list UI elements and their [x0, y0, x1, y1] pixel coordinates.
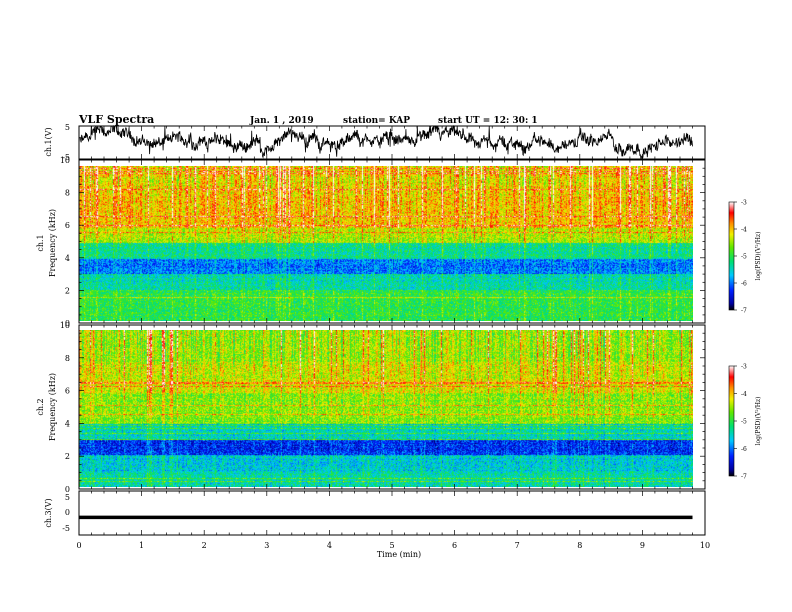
figure-title: VLF Spectra	[78, 113, 154, 126]
colorbar-tick-label: -5	[741, 419, 747, 426]
ch1-waveform-ylabel: ch.1(V)	[44, 127, 53, 156]
y-tick-label: 4	[65, 419, 70, 428]
ch2-spectrogram-image	[79, 330, 693, 487]
ch3-waveform-panel: 5 0 -5 ch.3(V)	[44, 490, 706, 536]
y-tick-label: 8	[65, 189, 70, 198]
x-tick-label: 2	[202, 541, 207, 550]
ch3-ytick-middle: 0	[65, 508, 70, 517]
colorbar-tick-label: -7	[741, 474, 747, 481]
ch2-colorbar-label: log(PSD)(V²/Hz)	[755, 397, 762, 446]
station-label: station= KAP	[343, 116, 410, 126]
y-tick-label: 0	[65, 319, 70, 328]
y-tick-label: 10	[60, 156, 70, 165]
ch3-waveform-ylabel: ch.3(V)	[44, 498, 53, 527]
y-tick-label: 2	[65, 286, 70, 295]
y-tick-label: 6	[65, 221, 70, 230]
date-label: Jan. 1 , 2019	[249, 116, 314, 126]
ch1-spectrogram-ylabel-frequency: Frequency (kHz)	[48, 209, 57, 277]
x-tick-label: 1	[139, 541, 144, 550]
x-axis-tick-labels: 0 1 2 3 4 5 6 7 8 9 10	[76, 541, 710, 550]
x-tick-label: 5	[389, 541, 394, 550]
ch2-spectrogram-ylabel-frequency: Frequency (kHz)	[48, 373, 57, 441]
ch3-ytick-top: 5	[65, 493, 70, 502]
colorbar-tick-label: -4	[741, 227, 747, 234]
ch1-waveform-line	[78, 124, 693, 161]
x-axis-label: Time (min)	[377, 550, 421, 559]
y-tick-label: 6	[65, 387, 70, 396]
colorbar-tick-label: -6	[741, 281, 747, 288]
ch2-colorbar: -3 -4 -5 -6 -7 log(PSD)(V²/Hz)	[728, 364, 762, 481]
y-tick-label: 8	[65, 354, 70, 363]
x-tick-label: 9	[640, 541, 645, 550]
colorbar-tick-label: -3	[741, 200, 747, 207]
ch1-colorbar-label: log(PSD)(V²/Hz)	[755, 232, 762, 281]
colorbar-tick-label: -7	[741, 308, 747, 315]
ch1-ytick-bottom: -5	[62, 153, 70, 162]
ch3-ytick-bottom: -5	[62, 524, 70, 533]
ch2-spectrogram-panel: 0 2 4 6 8 10 ch.2 Frequency (kHz)	[36, 321, 706, 494]
ch2-colorbar-gradient	[729, 366, 734, 476]
x-tick-label: 8	[577, 541, 582, 550]
y-tick-label: 4	[65, 254, 70, 263]
y-tick-label: 10	[60, 321, 70, 330]
ch1-waveform-panel: 5 -5 ch.1(V)	[44, 123, 706, 162]
ch1-spectrogram-ylabel-channel: ch.1	[36, 234, 45, 251]
ch2-spectrogram-ylabel-channel: ch.2	[36, 398, 45, 415]
start-time-label: start UT = 12: 30: 1	[438, 116, 538, 126]
x-tick-label: 3	[264, 541, 269, 550]
colorbar-tick-label: -5	[741, 254, 747, 261]
x-tick-label: 6	[452, 541, 457, 550]
y-tick-label: 0	[65, 485, 70, 494]
colorbar-tick-label: -3	[741, 364, 747, 371]
ch1-spectrogram-image	[79, 166, 693, 321]
ch3-waveform-frame	[78, 490, 706, 536]
ch1-colorbar: -3 -4 -5 -6 -7 log(PSD)(V²/Hz)	[728, 200, 762, 315]
x-tick-label: 10	[700, 541, 710, 550]
colorbar-tick-label: -4	[741, 391, 747, 398]
y-tick-label: 2	[65, 452, 70, 461]
ch1-colorbar-gradient	[729, 202, 734, 310]
ch1-spectrogram-panel: 0 2 4 6 8 10 ch.1 Frequency (kHz)	[36, 156, 706, 328]
x-tick-label: 4	[327, 541, 332, 550]
colorbar-tick-label: -6	[741, 446, 747, 453]
ch1-ytick-top: 5	[65, 123, 70, 132]
x-tick-label: 0	[76, 541, 81, 550]
x-tick-label: 7	[515, 541, 520, 550]
